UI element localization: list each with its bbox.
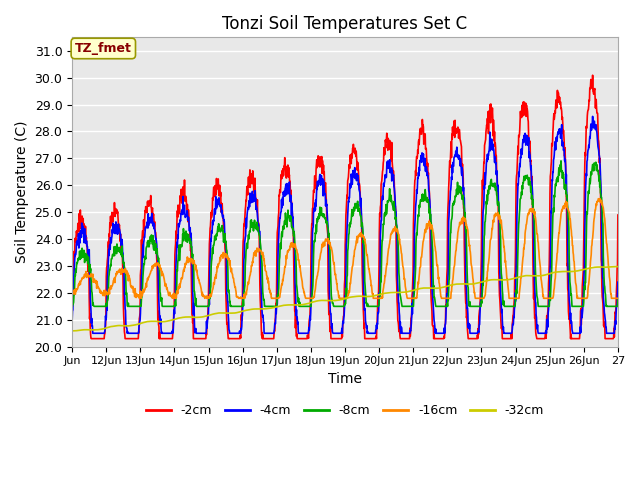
-2cm [88, 336, 95, 341]
-2cm [554, 99, 562, 105]
-4cm [614, 279, 621, 285]
-8cm [474, 303, 481, 309]
-2cm [607, 336, 615, 341]
Line: -32cm: -32cm [72, 266, 618, 331]
Line: -4cm: -4cm [72, 116, 618, 333]
-4cm [607, 330, 615, 336]
-2cm [474, 336, 482, 341]
X-axis label: Time: Time [328, 372, 362, 386]
-8cm [614, 296, 621, 302]
-16cm [68, 290, 76, 296]
-16cm [321, 243, 328, 249]
-2cm [154, 317, 162, 323]
Line: -2cm: -2cm [72, 75, 618, 338]
-32cm [554, 269, 561, 275]
-4cm [474, 328, 482, 334]
-32cm [331, 298, 339, 303]
Line: -16cm: -16cm [72, 199, 618, 298]
Text: TZ_fmet: TZ_fmet [75, 42, 132, 55]
-32cm [612, 264, 620, 269]
-16cm [136, 295, 143, 301]
-4cm [154, 258, 162, 264]
-32cm [68, 328, 76, 334]
-16cm [607, 295, 615, 301]
-8cm [557, 158, 565, 164]
-4cm [321, 192, 328, 197]
-32cm [321, 298, 328, 303]
-8cm [331, 303, 339, 309]
-8cm [607, 303, 615, 309]
-8cm [68, 303, 76, 309]
-2cm [614, 212, 621, 218]
-16cm [154, 260, 162, 266]
Title: Tonzi Soil Temperatures Set C: Tonzi Soil Temperatures Set C [223, 15, 468, 33]
Legend: -2cm, -4cm, -8cm, -16cm, -32cm: -2cm, -4cm, -8cm, -16cm, -32cm [141, 399, 549, 422]
Line: -8cm: -8cm [72, 161, 618, 306]
-4cm [68, 317, 76, 323]
-16cm [595, 196, 602, 202]
-4cm [554, 131, 562, 136]
-32cm [474, 280, 481, 286]
-2cm [331, 336, 339, 341]
-8cm [554, 174, 561, 180]
-16cm [474, 295, 482, 301]
-32cm [614, 264, 621, 270]
-4cm [589, 113, 596, 119]
-16cm [331, 270, 339, 276]
-8cm [154, 253, 161, 259]
Y-axis label: Soil Temperature (C): Soil Temperature (C) [15, 121, 29, 263]
-2cm [68, 286, 76, 292]
-4cm [89, 330, 97, 336]
-32cm [154, 319, 161, 324]
-16cm [614, 295, 621, 301]
-4cm [331, 330, 339, 336]
-8cm [321, 212, 328, 217]
-32cm [607, 264, 614, 270]
-16cm [554, 242, 562, 248]
-2cm [321, 182, 328, 188]
-2cm [589, 72, 596, 78]
